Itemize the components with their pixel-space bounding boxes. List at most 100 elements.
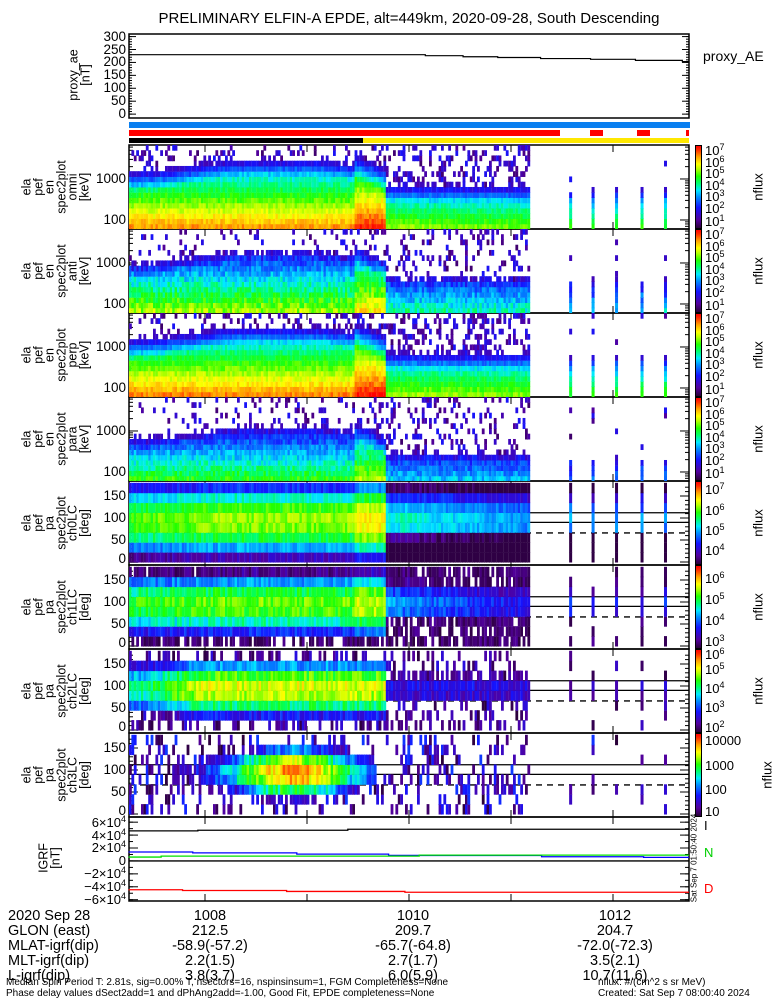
colorbar-label: nflux bbox=[750, 257, 766, 285]
colorbar-tick-label: 107 bbox=[705, 394, 725, 410]
panel-ylabel: ela pef pa spec2plot ch2LC [deg] bbox=[20, 664, 92, 718]
panel-ylabel-line: [keV] bbox=[77, 172, 91, 202]
colorbar-tick-label: 107 bbox=[705, 310, 725, 326]
colorbar-tick-label: 102 bbox=[705, 718, 725, 735]
colorbar-tick-exponent: 7 bbox=[719, 481, 725, 492]
colorbar-tick-exponent: 4 bbox=[719, 428, 725, 439]
pitch-angle-tick-label: 50 bbox=[110, 616, 126, 631]
colorbar-tick-exponent: 5 bbox=[719, 165, 725, 175]
igrf-tick-mantissa: 2×10 bbox=[91, 840, 121, 855]
orbit-value: 10.7(11.6) bbox=[582, 968, 648, 984]
colorbar-tick-label: 105 bbox=[705, 417, 725, 433]
igrf-D-line bbox=[128, 889, 689, 893]
energy-tick-label: 100 bbox=[103, 379, 126, 395]
colorbar bbox=[695, 481, 702, 565]
colorbar-tick-exponent: 5 bbox=[719, 249, 725, 259]
colorbar-tick-exponent: 1 bbox=[719, 212, 725, 223]
igrf-I-line bbox=[128, 828, 689, 832]
igrf-tick-label: 6×104 bbox=[92, 814, 126, 830]
colorbar-tick-label: 103 bbox=[705, 699, 725, 716]
colorbar-tick-exponent: 3 bbox=[719, 188, 725, 198]
colorbar-label: nflux bbox=[750, 173, 766, 201]
panel-ylabel-line: [keV] bbox=[77, 256, 91, 286]
colorbar-tick-exponent: 1 bbox=[719, 296, 725, 307]
proxy-ae-tick-label: 100 bbox=[103, 80, 126, 96]
colorbar-tick-exponent: 4 bbox=[719, 611, 725, 622]
orbit-value: 3.8(3.7) bbox=[185, 968, 235, 984]
colorbar-tick-label: 104 bbox=[705, 344, 725, 361]
colorbar-tick-label: 105 bbox=[705, 522, 725, 538]
footer-line-1: Median Spin Period T: 2.81s, sig=0.00% T… bbox=[6, 977, 449, 988]
colorbar-tick-label: 106 bbox=[705, 153, 725, 170]
colorbar-tick-exponent: 2 bbox=[719, 367, 725, 378]
colorbar-tick-label: 101 bbox=[705, 212, 725, 229]
igrf-tick-exponent: 4 bbox=[120, 890, 126, 901]
time-tick-label: 1008 bbox=[193, 908, 227, 924]
orbit-value: 209.7 bbox=[394, 923, 432, 939]
igrf-tick-mantissa: 4×10 bbox=[91, 827, 121, 843]
colorbar-tick-label: 103 bbox=[705, 440, 725, 456]
colorbar-tick-exponent: 3 bbox=[719, 440, 725, 450]
igrf-legend-I: I bbox=[704, 818, 708, 833]
igrf-tick-mantissa: −2×10 bbox=[84, 865, 121, 881]
orbit-value: -58.9(-57.2) bbox=[172, 938, 248, 954]
pitch-angle-tick-label: 100 bbox=[103, 678, 126, 693]
energy-spectrogram-para bbox=[129, 397, 689, 481]
energy-spectrogram-perp bbox=[129, 313, 689, 397]
colorbar-tick-label: 105 bbox=[705, 590, 725, 607]
orbit-value: 2.7(1.7) bbox=[388, 953, 438, 969]
colorbar-tick-exponent: 3 bbox=[719, 699, 725, 710]
colorbar-tick-label: 107 bbox=[705, 226, 725, 242]
colorbar-tick-label: 101 bbox=[705, 380, 725, 397]
colorbar-tick-label: 101 bbox=[705, 296, 725, 313]
proxy-ae-line bbox=[128, 54, 689, 63]
proxy-ae-frame bbox=[128, 33, 690, 119]
colorbar bbox=[695, 397, 702, 481]
status-bar-blue bbox=[128, 122, 690, 128]
igrf-N-line bbox=[128, 854, 689, 858]
footer-line-2: Phase delay values dSect2add=1 and dPhAn… bbox=[6, 988, 435, 999]
orbit-row-label: L-igrf(dip) bbox=[8, 968, 71, 984]
pitch-angle-tick-label: 50 bbox=[110, 784, 126, 799]
pitch-angle-tick-label: 0 bbox=[118, 551, 126, 566]
colorbar-tick-label: 106 bbox=[705, 237, 725, 254]
igrf-tick-exponent: 4 bbox=[120, 839, 126, 849]
colorbar-tick-label: 103 bbox=[705, 356, 725, 372]
igrf-tick-exponent: 4 bbox=[120, 814, 126, 824]
panel-ylabel: ela pef pa spec2plot ch1LC [deg] bbox=[20, 580, 92, 634]
creation-timestamp: Sat Sep 7 01:50:40 2024 bbox=[689, 813, 699, 903]
igrf-tick-label: −6×104 bbox=[84, 890, 126, 906]
pitch-angle-spectrogram-ch0LC bbox=[129, 481, 689, 565]
proxy-ae-tick-label: 50 bbox=[110, 93, 126, 109]
orbit-value: 2.2(1.5) bbox=[185, 953, 235, 969]
panel-ylabel: ela pef pa spec2plot ch0LC [deg] bbox=[20, 496, 92, 550]
colorbar-tick-exponent: 4 bbox=[719, 260, 725, 271]
proxy-ae-tick-label: 250 bbox=[103, 41, 126, 57]
colorbar-tick-exponent: 6 bbox=[719, 237, 725, 248]
colorbar-tick-label: 10 bbox=[705, 804, 720, 819]
energy-tick-label: 1000 bbox=[95, 254, 126, 270]
proxy-ae-tick-label: 300 bbox=[103, 28, 126, 44]
colorbar-tick-label: 105 bbox=[705, 165, 725, 181]
igrf-tick-label: −2×104 bbox=[84, 865, 126, 881]
pitch-angle-spectrogram-ch2LC bbox=[129, 649, 689, 733]
colorbar bbox=[695, 733, 702, 817]
pitch-angle-tick-label: 150 bbox=[103, 572, 126, 587]
colorbar-tick-label: 104 bbox=[705, 611, 725, 628]
igrf-tick-label: 0 bbox=[119, 854, 126, 867]
pitch-angle-spectrogram-ch3LC bbox=[129, 733, 689, 817]
panel-ylabel-line: [deg] bbox=[77, 593, 91, 621]
colorbar-tick-exponent: 2 bbox=[719, 283, 725, 294]
colorbar-tick-label: 101 bbox=[705, 464, 725, 481]
pitch-angle-tick-label: 100 bbox=[103, 762, 126, 777]
colorbar-tick-exponent: 4 bbox=[719, 176, 725, 187]
proxy-ae-tick-label: 150 bbox=[103, 67, 126, 83]
orbit-value: 6.0(5.9) bbox=[388, 968, 438, 984]
panel-ylabel: ela pef en spec2plot anti [keV] bbox=[20, 244, 92, 298]
pitch-angle-tick-label: 100 bbox=[103, 594, 126, 609]
colorbar-label: nflux bbox=[750, 593, 766, 621]
proxy-ae-ylabel-line: [nT] bbox=[78, 64, 92, 86]
panel-ylabel: ela pef en spec2plot omni [keV] bbox=[20, 160, 92, 214]
orbit-row-label: 2020 Sep 28 bbox=[8, 908, 91, 924]
status-bar-red bbox=[686, 130, 690, 136]
